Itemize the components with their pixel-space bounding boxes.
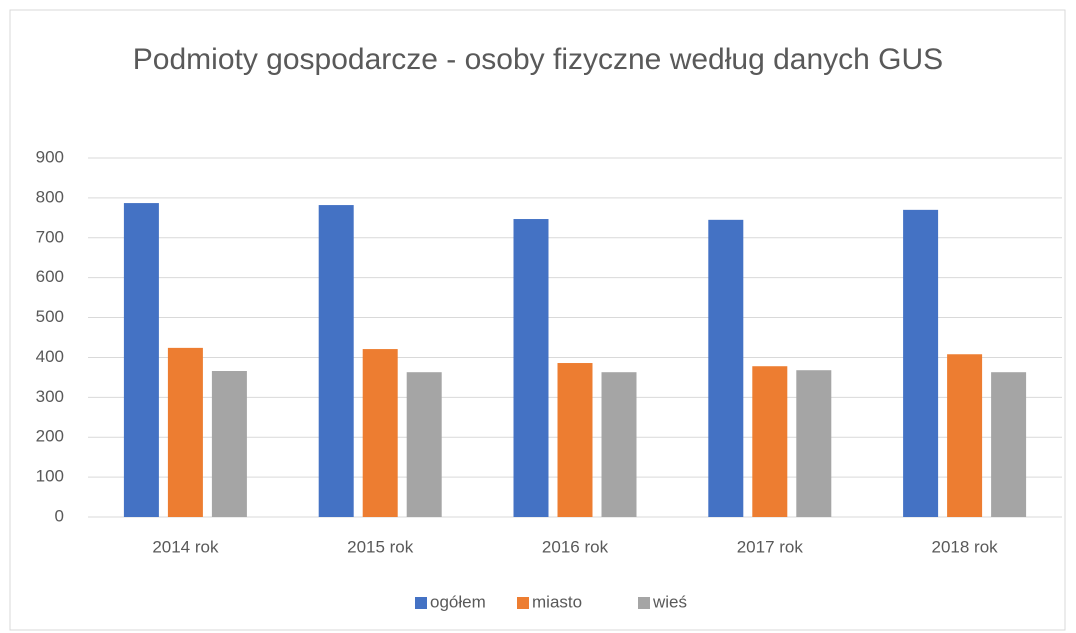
y-tick-label: 600 — [36, 267, 64, 286]
bar — [362, 349, 398, 517]
x-tick-label: 2018 rok — [932, 537, 999, 556]
y-tick-label: 300 — [36, 387, 64, 406]
chart-title: Podmioty gospodarcze - osoby fizyczne we… — [132, 43, 944, 76]
legend-label: wieś — [652, 592, 687, 611]
legend-label: ogółem — [430, 592, 486, 611]
y-tick-label: 500 — [36, 307, 64, 326]
bar — [752, 366, 788, 517]
y-tick-label: 0 — [55, 506, 64, 525]
legend-swatch — [415, 597, 427, 609]
x-tick-label: 2017 rok — [737, 537, 804, 556]
x-tick-label: 2014 rok — [152, 537, 219, 556]
x-tick-label: 2015 rok — [347, 537, 414, 556]
bar — [991, 372, 1027, 517]
x-tick-label: 2016 rok — [542, 537, 609, 556]
bar — [947, 354, 983, 517]
bar — [167, 347, 203, 517]
legend-swatch — [638, 597, 650, 609]
bar — [557, 363, 593, 517]
bar — [123, 203, 159, 517]
bar — [211, 371, 247, 517]
y-tick-label: 900 — [36, 147, 64, 166]
bar — [513, 219, 549, 517]
bar — [903, 209, 939, 517]
y-tick-label: 800 — [36, 187, 64, 206]
legend-swatch — [517, 597, 529, 609]
bar — [318, 205, 354, 517]
legend-label: miasto — [532, 592, 582, 611]
y-tick-label: 100 — [36, 467, 64, 486]
bar — [601, 372, 637, 517]
bar — [796, 370, 832, 517]
y-tick-label: 700 — [36, 227, 64, 246]
bar — [708, 219, 744, 518]
bar — [406, 372, 442, 517]
y-tick-label: 200 — [36, 427, 64, 446]
y-tick-label: 400 — [36, 347, 64, 366]
